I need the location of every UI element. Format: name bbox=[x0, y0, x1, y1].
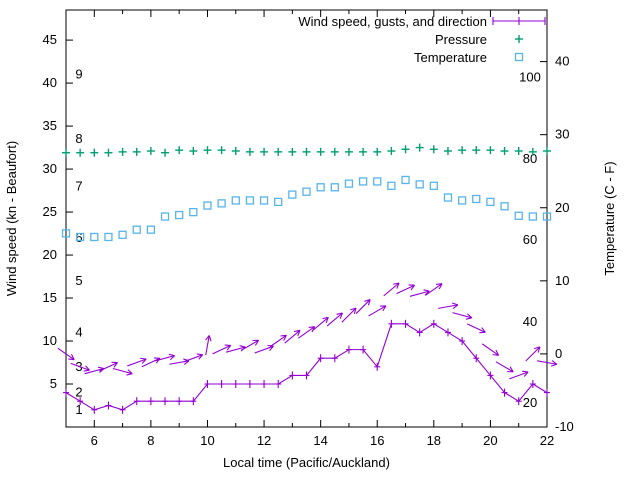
fahrenheit-scale-label: 100 bbox=[519, 70, 541, 85]
beaufort-scale-label: 4 bbox=[75, 324, 82, 339]
x-tick-label: 22 bbox=[540, 433, 554, 448]
axes: 6 8 10 12 14 16 18 20 2251015202530354045-100102… bbox=[4, 9, 617, 470]
beaufort-scale-label: 1 bbox=[75, 402, 82, 417]
x-tick-label: 8 bbox=[147, 433, 154, 448]
x-tick-label: 12 bbox=[257, 433, 271, 448]
beaufort-scale-label: 9 bbox=[75, 66, 82, 81]
beaufort-scale-label: 8 bbox=[75, 131, 82, 146]
y-left-tick-label: 40 bbox=[43, 75, 57, 90]
gust-direction-arrows bbox=[57, 282, 558, 380]
beaufort-scale-label: 6 bbox=[75, 230, 82, 245]
legend-label: Wind speed, gusts, and direction bbox=[298, 14, 487, 29]
y-right-tick-label: 40 bbox=[555, 54, 569, 69]
y-left-tick-label: 15 bbox=[43, 290, 57, 305]
legend: Wind speed, gusts, and direction Pressure… bbox=[298, 14, 546, 65]
beaufort-scale-label: 2 bbox=[75, 385, 82, 400]
wind-speed-series bbox=[63, 319, 550, 414]
fahrenheit-scale-label: 20 bbox=[523, 395, 537, 410]
y-left-tick-label: 10 bbox=[43, 333, 57, 348]
x-tick-label: 10 bbox=[200, 433, 214, 448]
y2-axis-title: Temperature (C - F) bbox=[602, 161, 617, 275]
y-left-tick-label: 20 bbox=[43, 247, 57, 262]
fahrenheit-scale-label: 60 bbox=[523, 232, 537, 247]
y-axis-title: Wind speed (kn - Beaufort) bbox=[4, 141, 19, 296]
y-left-tick-label: 35 bbox=[43, 118, 57, 133]
beaufort-scale-label: 7 bbox=[75, 178, 82, 193]
fahrenheit-scale-label: 40 bbox=[523, 314, 537, 329]
pressure-series bbox=[62, 143, 551, 157]
legend-label: Temperature bbox=[414, 50, 487, 65]
y-right-tick-label: 20 bbox=[555, 200, 569, 215]
x-tick-label: 14 bbox=[313, 433, 327, 448]
y-left-tick-label: 45 bbox=[43, 32, 57, 47]
x-tick-label: 18 bbox=[427, 433, 441, 448]
y-right-tick-label: 30 bbox=[555, 127, 569, 142]
y-right-tick-label: -10 bbox=[555, 419, 574, 434]
y-left-tick-label: 30 bbox=[43, 161, 57, 176]
x-tick-label: 20 bbox=[483, 433, 497, 448]
temperature-series bbox=[61, 175, 552, 242]
legend-label: Pressure bbox=[435, 32, 487, 47]
y-left-tick-label: 25 bbox=[43, 204, 57, 219]
beaufort-scale-label: 5 bbox=[75, 273, 82, 288]
x-axis-title: Local time (Pacific/Auckland) bbox=[223, 455, 390, 470]
y-right-tick-label: 0 bbox=[555, 346, 562, 361]
fahrenheit-scale-label: 80 bbox=[523, 151, 537, 166]
y-right-tick-label: 10 bbox=[555, 273, 569, 288]
x-tick-label: 16 bbox=[370, 433, 384, 448]
x-tick-label: 6 bbox=[91, 433, 98, 448]
y-left-tick-label: 5 bbox=[50, 376, 57, 391]
